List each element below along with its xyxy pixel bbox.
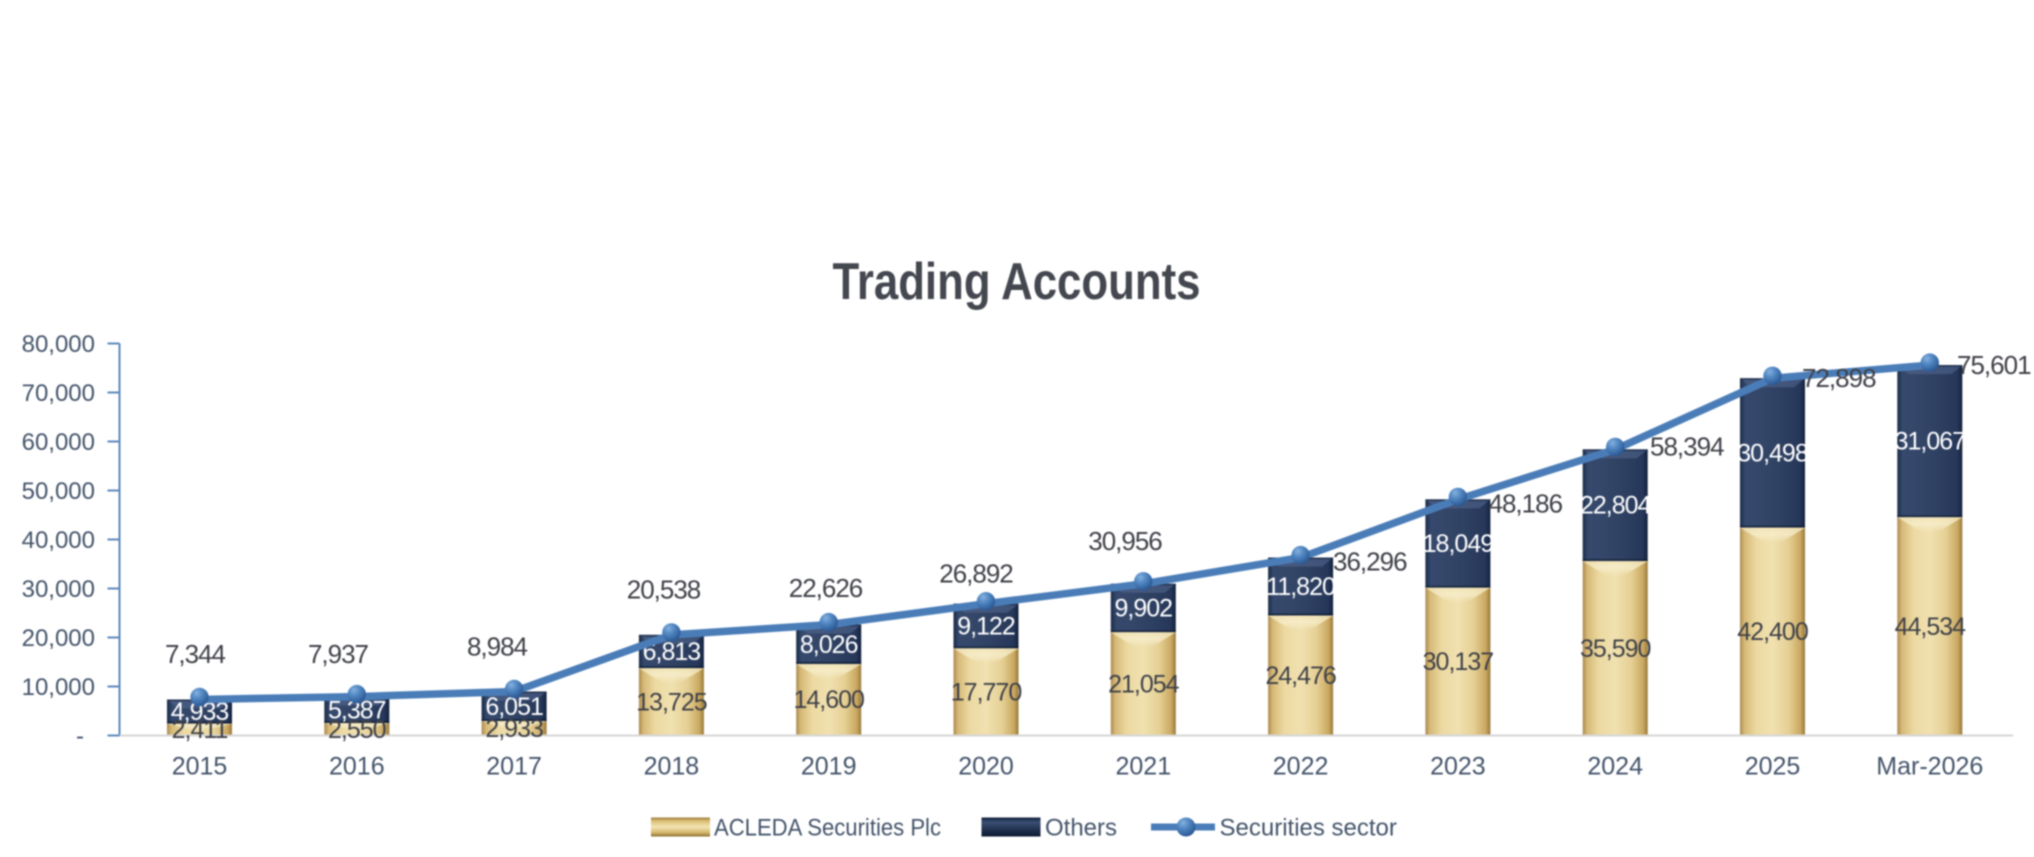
svg-text:11,820: 11,820	[1266, 573, 1335, 601]
svg-text:48,186: 48,186	[1489, 489, 1563, 519]
svg-text:2,411: 2,411	[172, 716, 228, 744]
svg-text:2,933: 2,933	[485, 715, 543, 743]
svg-text:2016: 2016	[329, 753, 385, 781]
svg-text:2023: 2023	[1430, 753, 1486, 781]
svg-text:75,601: 75,601	[1957, 350, 2031, 380]
svg-text:30,956: 30,956	[1088, 526, 1162, 556]
svg-text:31,067: 31,067	[1895, 428, 1966, 456]
svg-text:60,000: 60,000	[22, 429, 95, 456]
svg-text:10,000: 10,000	[22, 674, 95, 701]
svg-text:70,000: 70,000	[22, 380, 95, 407]
svg-text:13,725: 13,725	[636, 688, 707, 716]
svg-text:80,000: 80,000	[22, 331, 95, 358]
svg-text:14,600: 14,600	[793, 686, 864, 714]
svg-text:2025: 2025	[1745, 753, 1801, 781]
svg-text:2018: 2018	[644, 753, 700, 781]
svg-text:Mar-2026: Mar-2026	[1876, 753, 1983, 781]
svg-text:9,902: 9,902	[1115, 595, 1173, 623]
svg-text:21,054: 21,054	[1108, 670, 1180, 698]
svg-text:20,538: 20,538	[627, 575, 701, 605]
svg-text:20,000: 20,000	[22, 625, 95, 652]
svg-text:2020: 2020	[958, 753, 1014, 781]
svg-text:42,400: 42,400	[1737, 618, 1808, 646]
svg-text:2019: 2019	[801, 753, 857, 781]
svg-text:Securities sector: Securities sector	[1220, 815, 1397, 842]
svg-text:2022: 2022	[1273, 753, 1329, 781]
svg-text:40,000: 40,000	[22, 527, 95, 554]
svg-text:17,770: 17,770	[951, 679, 1022, 707]
svg-text:26,892: 26,892	[939, 559, 1013, 589]
svg-text:9,122: 9,122	[957, 613, 1015, 641]
svg-text:30,137: 30,137	[1423, 648, 1494, 676]
svg-text:-: -	[76, 723, 84, 750]
svg-text:Trading Accounts: Trading Accounts	[833, 253, 1201, 311]
svg-text:58,394: 58,394	[1650, 432, 1724, 462]
svg-text:2,550: 2,550	[328, 716, 386, 744]
svg-text:50,000: 50,000	[22, 478, 95, 505]
svg-text:22,626: 22,626	[789, 573, 863, 603]
svg-text:24,476: 24,476	[1265, 662, 1336, 690]
svg-text:36,296: 36,296	[1333, 547, 1407, 577]
svg-text:8,984: 8,984	[467, 632, 528, 662]
svg-text:22,804: 22,804	[1580, 492, 1652, 520]
svg-text:7,344: 7,344	[165, 639, 226, 669]
svg-text:72,898: 72,898	[1802, 363, 1876, 393]
svg-text:35,590: 35,590	[1580, 635, 1651, 663]
svg-text:7,937: 7,937	[308, 639, 369, 669]
svg-text:Others: Others	[1045, 815, 1117, 842]
svg-text:2015: 2015	[172, 753, 228, 781]
svg-text:30,000: 30,000	[22, 576, 95, 603]
svg-text:8,026: 8,026	[800, 631, 858, 659]
svg-text:2021: 2021	[1115, 753, 1171, 781]
svg-text:2017: 2017	[486, 753, 542, 781]
svg-text:18,049: 18,049	[1423, 530, 1494, 558]
svg-text:44,534: 44,534	[1895, 613, 1967, 641]
svg-text:30,498: 30,498	[1737, 440, 1808, 468]
svg-text:2024: 2024	[1587, 753, 1643, 781]
svg-text:ACLEDA Securities Plc: ACLEDA Securities Plc	[714, 815, 941, 842]
